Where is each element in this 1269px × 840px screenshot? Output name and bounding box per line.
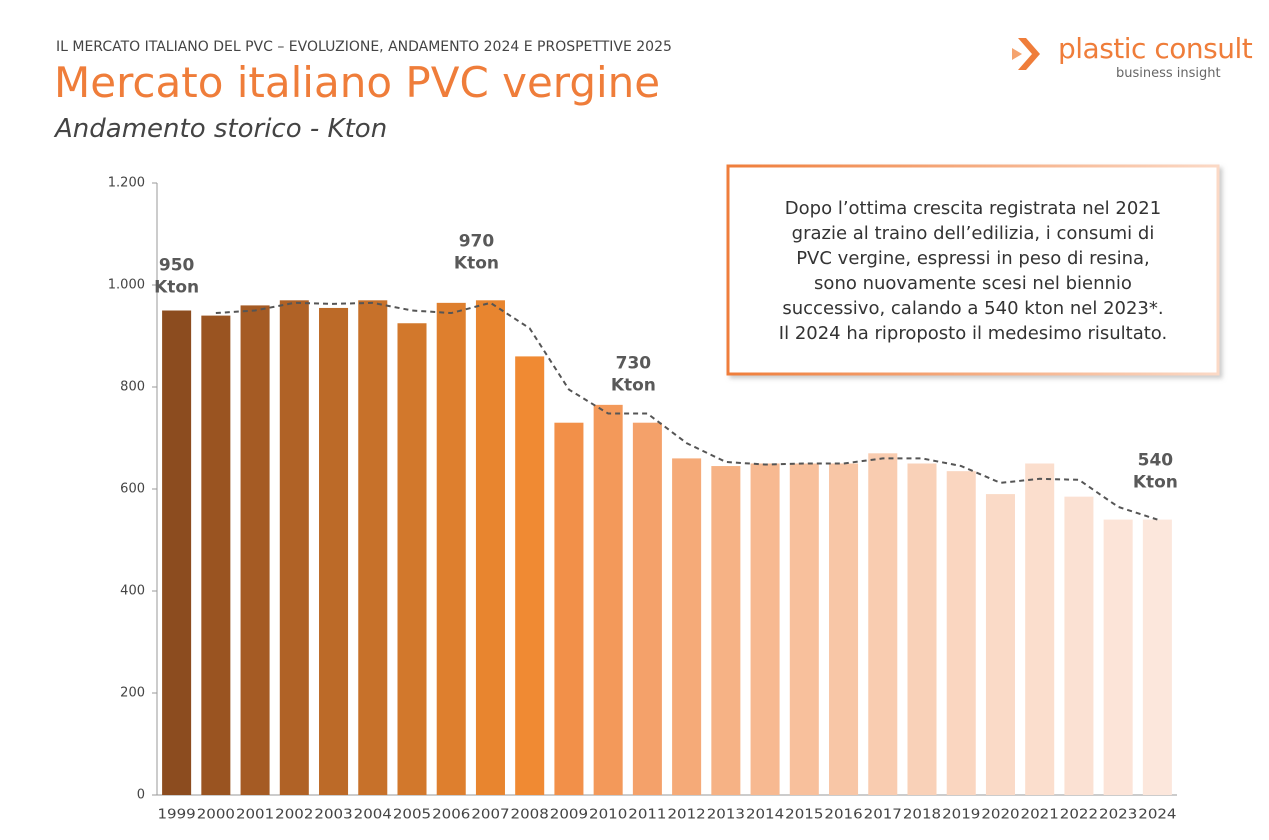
- x-tick-label: 2003: [314, 808, 352, 823]
- bar: [554, 422, 584, 795]
- x-tick-label: 2012: [668, 808, 706, 823]
- bar: [515, 356, 545, 795]
- value-label: 730: [616, 354, 652, 374]
- x-tick-label: 2011: [628, 808, 666, 823]
- bar: [358, 300, 388, 795]
- logo-tagline: business insight: [1116, 66, 1221, 81]
- bar: [279, 300, 309, 795]
- logo-name: plastic consult: [1058, 32, 1253, 65]
- y-tick-label: 1.200: [108, 176, 145, 191]
- x-tick-label: 2017: [864, 808, 902, 823]
- bar: [672, 458, 702, 795]
- x-tick-label: 2000: [197, 808, 235, 823]
- y-tick-label: 800: [120, 380, 145, 395]
- x-tick-label: 2007: [471, 808, 509, 823]
- bar: [946, 471, 976, 795]
- x-tick-label: 2016: [824, 808, 862, 823]
- bar: [1142, 519, 1172, 795]
- bar: [201, 315, 231, 795]
- x-tick-label: 2023: [1099, 808, 1137, 823]
- value-label: Kton: [454, 253, 499, 273]
- x-tick-label: 2005: [393, 808, 431, 823]
- note-box: [726, 164, 1220, 376]
- x-tick-label: 2010: [589, 808, 627, 823]
- bar: [711, 466, 741, 795]
- bar: [907, 463, 937, 795]
- title: Mercato italiano PVC vergine: [54, 58, 661, 107]
- bar: [632, 422, 662, 795]
- bar: [397, 323, 427, 795]
- bar: [985, 494, 1015, 795]
- x-tick-label: 2020: [981, 808, 1019, 823]
- bar: [593, 404, 623, 795]
- x-tick-label: 1999: [158, 808, 196, 823]
- subtitle: Andamento storico - Kton: [55, 114, 388, 144]
- bar: [1025, 463, 1055, 795]
- note-text: Il 2024 ha riproposto il medesimo risult…: [779, 323, 1167, 344]
- bar: [1103, 519, 1133, 795]
- bar: [162, 310, 192, 795]
- note-text: Dopo l’ottima crescita registrata nel 20…: [785, 198, 1161, 219]
- value-label: 540: [1138, 451, 1174, 471]
- value-label: 970: [459, 231, 495, 251]
- x-tick-label: 2021: [1021, 808, 1059, 823]
- x-tick-label: 2013: [707, 808, 745, 823]
- note-text: grazie al traino dell’edilizia, i consum…: [792, 223, 1155, 244]
- x-tick-label: 2004: [354, 808, 392, 823]
- value-label: Kton: [1133, 473, 1178, 493]
- x-tick-label: 2002: [275, 808, 313, 823]
- y-tick-label: 0: [137, 788, 145, 803]
- x-tick-label: 2024: [1138, 808, 1176, 823]
- bar: [475, 300, 505, 795]
- value-label: Kton: [154, 278, 199, 298]
- bar: [750, 463, 780, 795]
- y-tick-label: 600: [120, 482, 145, 497]
- value-label: Kton: [611, 376, 656, 396]
- y-tick-label: 400: [120, 584, 145, 599]
- header: IL MERCATO ITALIANO DEL PVC – EVOLUZIONE…: [56, 39, 672, 55]
- note-text: PVC vergine, espressi in peso di resina,: [796, 248, 1150, 269]
- value-label: 950: [159, 256, 195, 276]
- note-text: sono nuovamente scesi nel biennio: [814, 273, 1132, 294]
- x-tick-label: 2015: [785, 808, 823, 823]
- note-text: successivo, calando a 540 kton nel 2023*…: [782, 298, 1163, 319]
- bar: [868, 453, 898, 795]
- x-tick-label: 2001: [236, 808, 274, 823]
- y-tick-label: 200: [120, 686, 145, 701]
- bar: [1064, 496, 1094, 795]
- x-tick-label: 2006: [432, 808, 470, 823]
- x-tick-label: 2019: [942, 808, 980, 823]
- bar: [789, 463, 819, 795]
- x-tick-label: 2018: [903, 808, 941, 823]
- bar: [240, 305, 270, 795]
- bar: [319, 307, 349, 795]
- bar: [436, 302, 466, 795]
- x-tick-label: 2009: [550, 808, 588, 823]
- trend-line: [215, 301, 1158, 521]
- x-tick-label: 2014: [746, 808, 784, 823]
- x-tick-label: 2008: [511, 808, 549, 823]
- bar: [829, 463, 859, 795]
- x-tick-label: 2022: [1060, 808, 1098, 823]
- y-tick-label: 1.000: [108, 278, 145, 293]
- logo-icon: [1012, 38, 1040, 70]
